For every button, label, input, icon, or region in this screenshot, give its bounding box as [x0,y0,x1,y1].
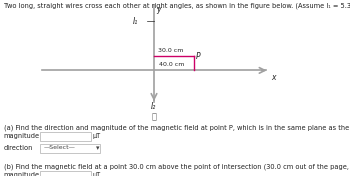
Text: I₂: I₂ [150,102,156,111]
Text: ⓘ: ⓘ [152,113,156,122]
Text: magnitude: magnitude [4,133,40,139]
Text: —Select—: —Select— [44,145,76,150]
Text: y: y [156,5,160,14]
Text: ▾: ▾ [96,145,99,151]
Text: direction: direction [4,145,33,151]
Text: 40.0 cm: 40.0 cm [159,62,185,67]
Text: (b) Find the magnetic field at a point 30.0 cm above the point of intersection (: (b) Find the magnetic field at a point 3… [4,164,350,170]
Text: μT: μT [92,133,101,139]
Text: P: P [196,52,201,61]
Text: x: x [271,73,276,82]
Text: Two long, straight wires cross each other at right angles, as shown in the figur: Two long, straight wires cross each othe… [4,3,350,9]
Text: (a) Find the direction and magnitude of the magnetic field at point P, which is : (a) Find the direction and magnitude of … [4,125,350,131]
Text: μT: μT [92,172,101,176]
Text: magnitude: magnitude [4,172,40,176]
Text: I₁: I₁ [133,17,138,26]
Text: 30.0 cm: 30.0 cm [158,48,183,53]
